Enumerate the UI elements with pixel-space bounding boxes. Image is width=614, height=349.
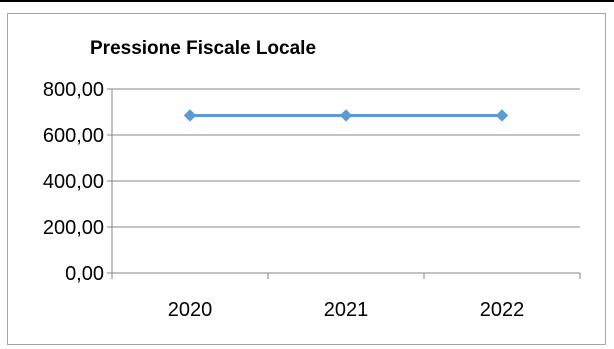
series-markers	[183, 109, 509, 122]
y-tick-label: 600,00	[43, 125, 104, 147]
gridlines	[112, 88, 580, 228]
y-tick-label: 200,00	[43, 217, 104, 239]
data-point-marker	[183, 109, 197, 122]
top-border-rule	[0, 0, 614, 2]
y-tick-label: 400,00	[43, 171, 104, 193]
x-tick-label: 2022	[480, 299, 525, 321]
data-point-marker	[339, 109, 353, 122]
x-tick-label: 2021	[324, 299, 369, 321]
axes	[107, 88, 581, 279]
y-tick-label: 800,00	[43, 79, 104, 101]
x-tick-label: 2020	[168, 299, 213, 321]
y-tick-label: 0,00	[65, 263, 104, 285]
chart-frame	[7, 13, 606, 345]
x-axis-tick-labels: 2020 2021 2022	[168, 299, 525, 321]
chart-title: Pressione Fiscale Locale	[90, 38, 316, 59]
y-axis-tick-labels: 0,00 200,00 400,00 600,00 800,00	[43, 79, 104, 285]
data-point-marker	[495, 109, 509, 122]
